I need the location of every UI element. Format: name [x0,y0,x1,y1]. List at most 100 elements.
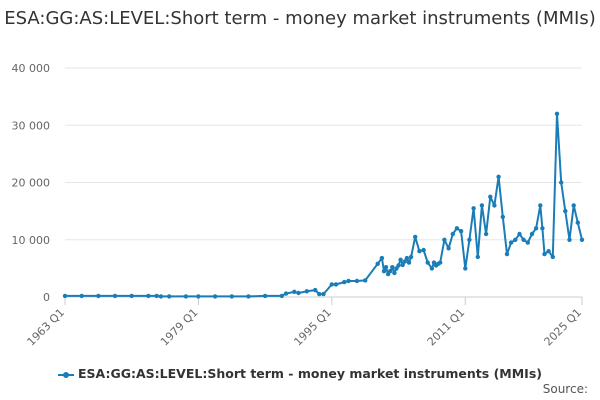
data-point[interactable] [450,231,455,237]
data-point[interactable] [96,293,101,299]
data-point[interactable] [467,237,472,242]
data-point[interactable] [429,266,435,271]
y-tick-label: 30 000 [12,119,51,132]
data-point[interactable] [112,293,118,299]
data-point[interactable] [158,294,164,299]
data-point[interactable] [500,214,505,220]
data-point[interactable] [404,255,410,261]
data-point[interactable] [196,294,201,299]
data-point[interactable] [292,289,297,294]
data-point[interactable] [542,251,547,257]
data-point[interactable] [454,226,460,231]
x-tick-label: 1995 Q1 [291,306,334,349]
data-point[interactable] [513,237,518,242]
data-point[interactable] [442,237,447,242]
data-point[interactable] [354,278,360,284]
data-point[interactable] [559,180,564,185]
data-point[interactable] [554,111,560,117]
data-point[interactable] [408,254,414,260]
x-tick-label: 2025 Q1 [542,306,585,349]
data-point[interactable] [363,278,368,283]
data-point[interactable] [546,249,551,254]
data-point[interactable] [329,282,334,287]
data-point[interactable] [375,261,380,266]
data-point[interactable] [321,291,326,297]
data-point[interactable] [421,247,426,253]
y-tick-label: 0 [43,291,50,304]
data-point[interactable] [229,294,234,299]
y-tick-label: 10 000 [12,234,51,247]
y-tick-label: 40 000 [12,62,51,75]
y-tick-label: 20 000 [12,177,51,190]
data-point[interactable] [313,287,318,293]
data-point[interactable] [346,278,351,284]
data-point[interactable] [488,194,493,199]
data-point[interactable] [390,265,395,270]
data-point[interactable] [446,246,451,251]
data-point[interactable] [425,260,430,265]
data-point[interactable] [381,269,387,274]
data-point[interactable] [479,203,485,208]
legend-series-label: ESA:GG:AS:LEVEL:Short term - money marke… [78,366,542,381]
chart-title: ESA:GG:AS:LEVEL:Short term - money marke… [4,8,596,29]
data-point[interactable] [79,293,84,299]
data-point[interactable] [167,294,172,299]
x-tick-label: 1979 Q1 [158,306,201,349]
data-point[interactable] [483,231,489,237]
data-point[interactable] [183,294,189,299]
data-point[interactable] [279,293,284,299]
source-label[interactable]: Source: [542,382,588,396]
data-point[interactable] [406,260,412,265]
data-point[interactable] [396,263,401,268]
data-point[interactable] [521,237,526,242]
data-point[interactable] [317,291,322,297]
data-point[interactable] [398,257,403,262]
data-point[interactable] [146,293,151,299]
data-point[interactable] [463,266,468,271]
data-point[interactable] [379,255,385,261]
data-point[interactable] [550,254,555,260]
data-point[interactable] [504,251,510,257]
data-point[interactable] [296,290,301,296]
data-point[interactable] [525,240,530,245]
data-point[interactable] [212,294,218,299]
data-point[interactable] [304,289,309,294]
data-point[interactable] [533,226,539,231]
data-point[interactable] [417,249,422,254]
data-point[interactable] [129,293,134,299]
data-point[interactable] [154,293,159,299]
series-line[interactable] [64,112,583,298]
data-point[interactable] [579,237,585,242]
data-point[interactable] [413,234,418,240]
data-point[interactable] [342,279,347,285]
data-point[interactable] [400,262,405,268]
data-point[interactable] [517,231,522,237]
data-point[interactable] [62,293,68,299]
data-point[interactable] [563,208,568,214]
data-point[interactable] [438,260,443,265]
data-point[interactable] [567,237,572,242]
data-point[interactable] [333,282,339,287]
data-point[interactable] [283,291,289,296]
x-tick-label: 1963 Q1 [25,306,68,349]
data-point[interactable] [458,229,464,234]
data-point[interactable] [471,206,476,211]
data-point[interactable] [571,203,576,208]
data-point[interactable] [508,240,514,245]
data-point[interactable] [383,265,389,270]
data-point[interactable] [492,203,497,208]
data-point[interactable] [262,293,268,299]
data-point[interactable] [540,226,545,231]
data-point[interactable] [496,174,501,179]
data-point[interactable] [246,294,251,299]
data-point[interactable] [402,259,407,264]
legend[interactable]: ESA:GG:AS:LEVEL:Short term - money marke… [0,366,600,381]
data-point[interactable] [575,220,580,225]
data-point[interactable] [538,203,543,208]
data-point[interactable] [392,270,397,276]
data-point[interactable] [529,231,535,237]
data-point[interactable] [388,269,393,274]
data-point[interactable] [475,254,480,260]
